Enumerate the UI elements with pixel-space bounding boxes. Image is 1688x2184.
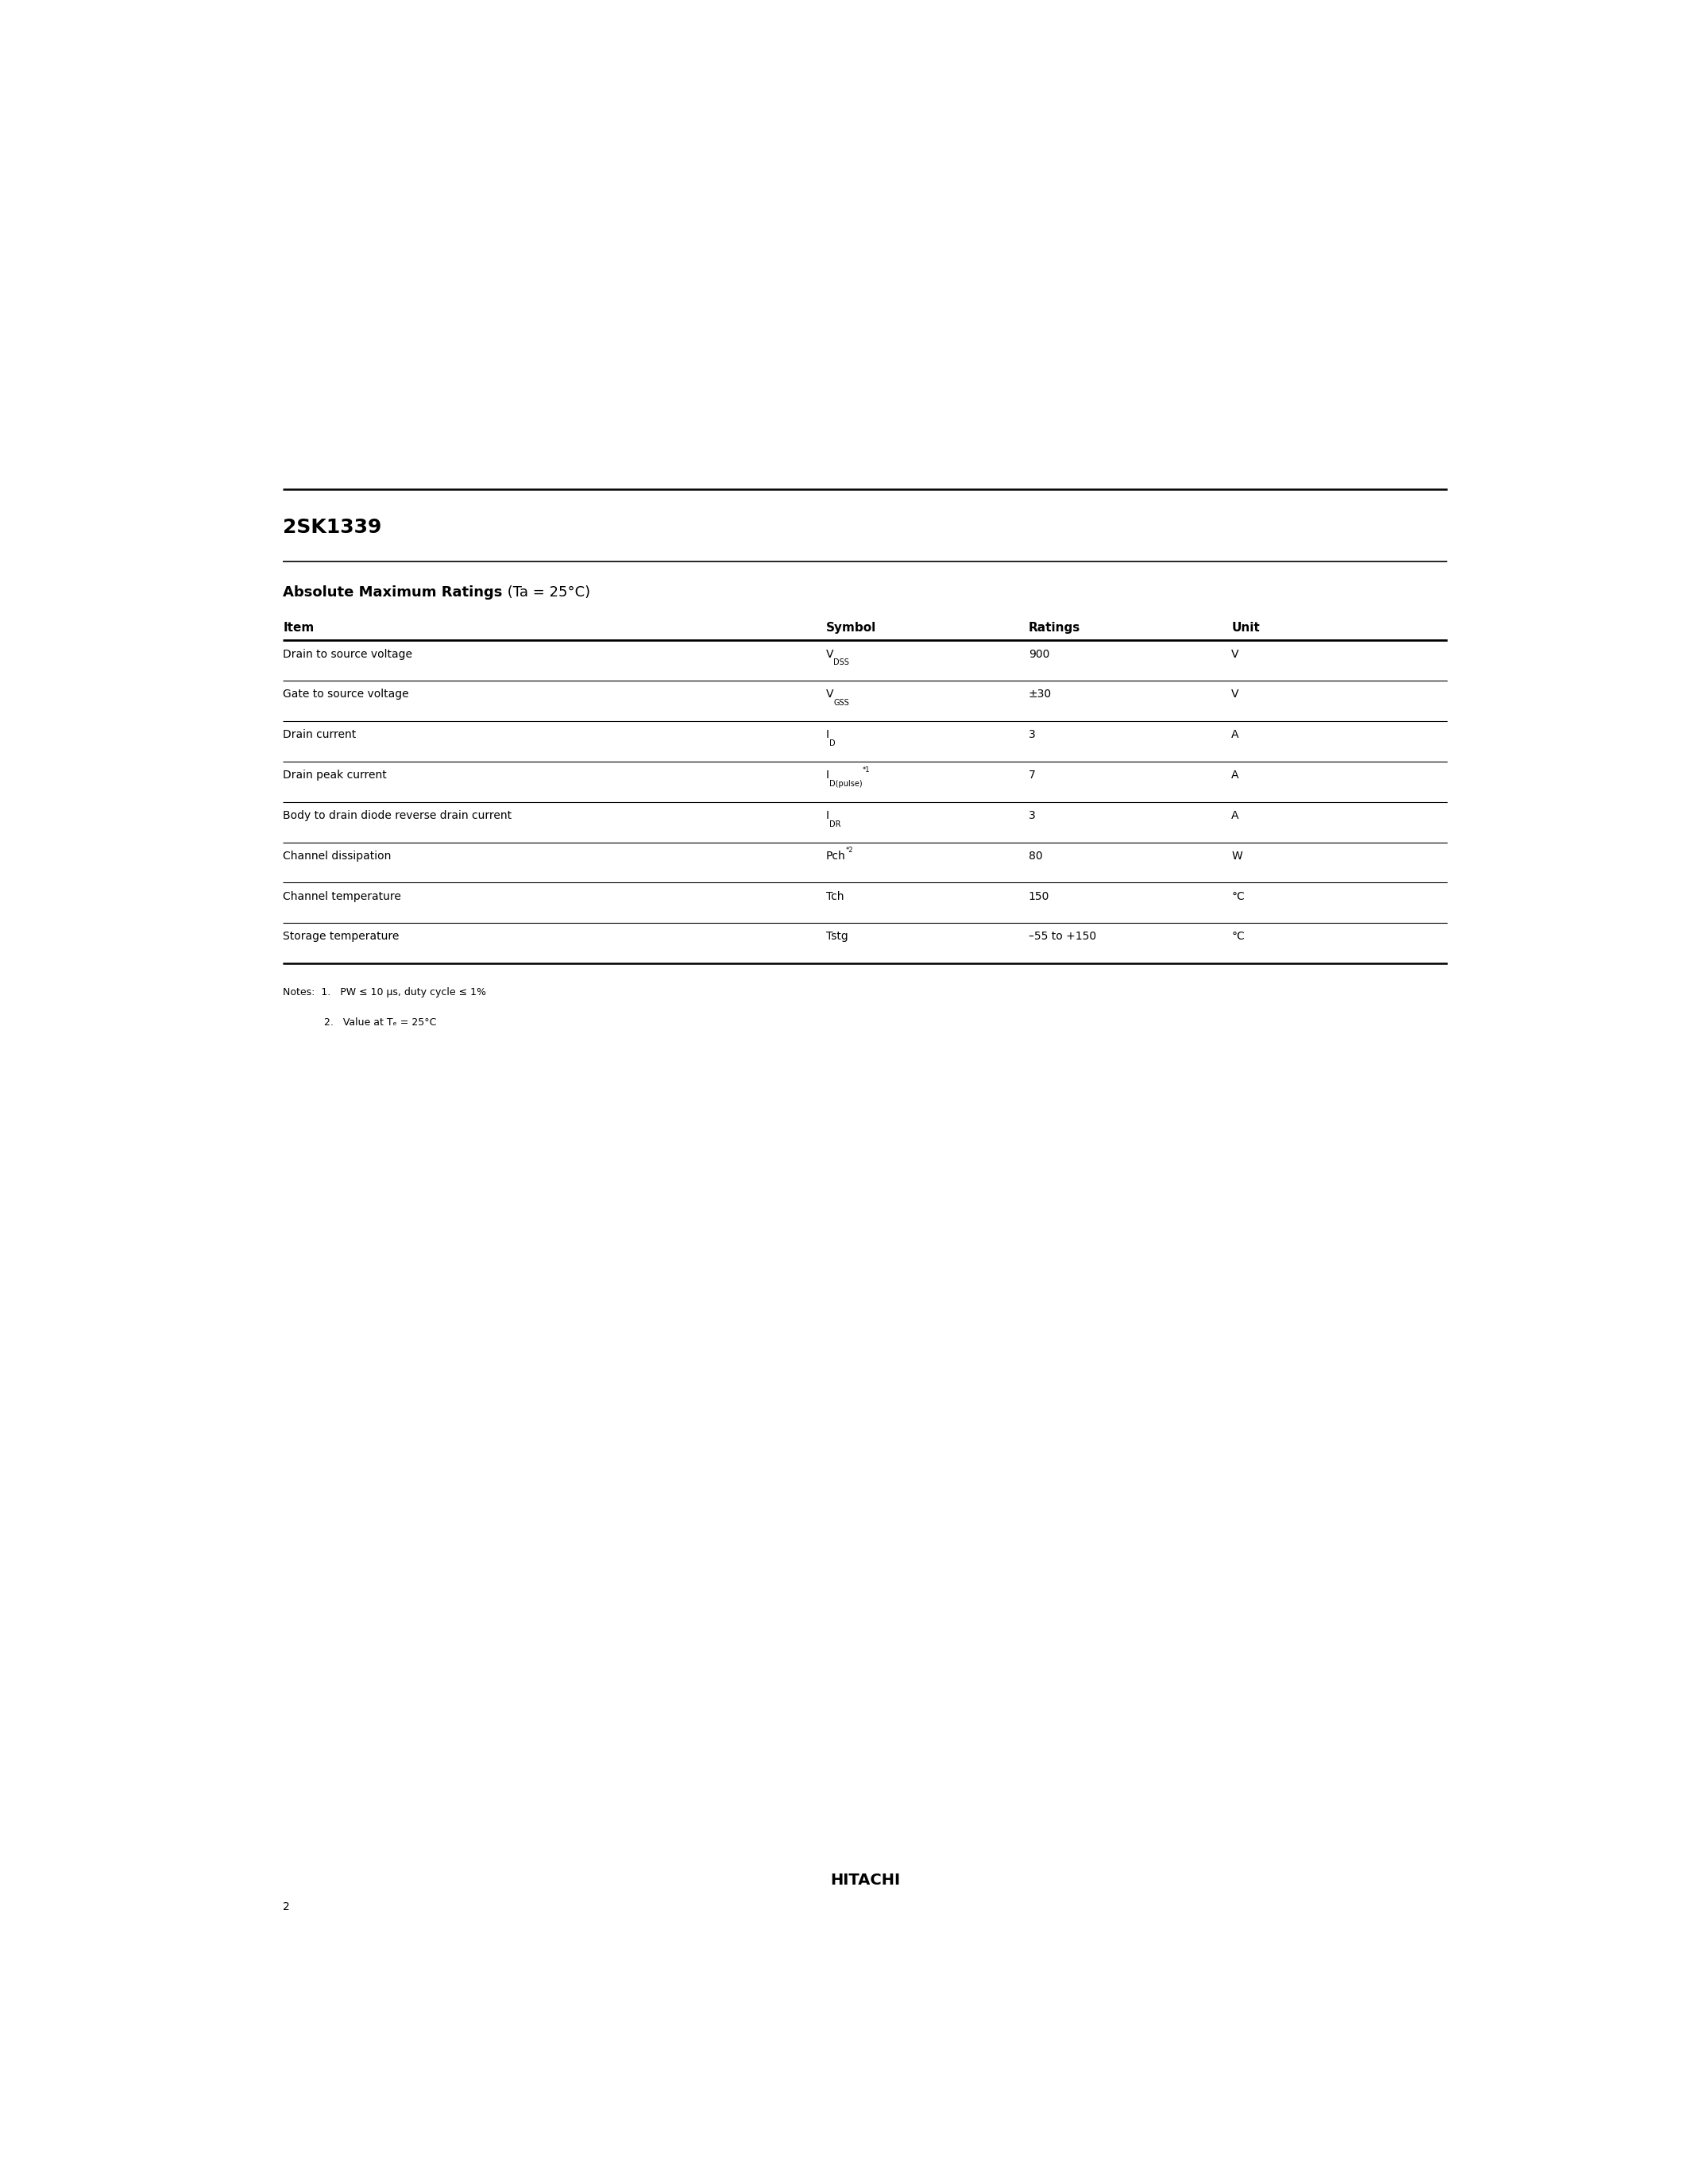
Text: °C: °C	[1232, 930, 1244, 941]
Text: V: V	[1232, 649, 1239, 660]
Text: Ratings: Ratings	[1028, 622, 1080, 633]
Text: 2: 2	[284, 1902, 290, 1913]
Text: Channel dissipation: Channel dissipation	[284, 850, 392, 860]
Text: Drain peak current: Drain peak current	[284, 769, 387, 780]
Text: Tstg: Tstg	[825, 930, 847, 941]
Text: I: I	[825, 810, 829, 821]
Text: –55 to +150: –55 to +150	[1028, 930, 1096, 941]
Text: Symbol: Symbol	[825, 622, 876, 633]
Text: 2.   Value at Tₑ = 25°C: 2. Value at Tₑ = 25°C	[284, 1018, 437, 1026]
Text: Storage temperature: Storage temperature	[284, 930, 400, 941]
Text: D: D	[829, 740, 836, 747]
Text: Drain current: Drain current	[284, 729, 356, 740]
Text: *1: *1	[863, 767, 869, 773]
Text: DSS: DSS	[834, 660, 849, 666]
Text: Notes:  1.   PW ≤ 10 μs, duty cycle ≤ 1%: Notes: 1. PW ≤ 10 μs, duty cycle ≤ 1%	[284, 987, 486, 998]
Text: Body to drain diode reverse drain current: Body to drain diode reverse drain curren…	[284, 810, 511, 821]
Text: GSS: GSS	[834, 699, 849, 708]
Text: Unit: Unit	[1232, 622, 1259, 633]
Text: 900: 900	[1028, 649, 1050, 660]
Text: °C: °C	[1232, 891, 1244, 902]
Text: D(pulse): D(pulse)	[829, 780, 863, 788]
Text: V: V	[1232, 688, 1239, 701]
Text: I: I	[825, 729, 829, 740]
Text: Gate to source voltage: Gate to source voltage	[284, 688, 408, 701]
Text: Drain to source voltage: Drain to source voltage	[284, 649, 412, 660]
Text: 80: 80	[1028, 850, 1043, 860]
Text: *2: *2	[846, 847, 852, 854]
Text: 2SK1339: 2SK1339	[284, 518, 381, 537]
Text: 7: 7	[1028, 769, 1035, 780]
Text: I: I	[825, 769, 829, 780]
Text: Channel temperature: Channel temperature	[284, 891, 402, 902]
Text: W: W	[1232, 850, 1242, 860]
Text: 150: 150	[1028, 891, 1050, 902]
Text: 3: 3	[1028, 810, 1035, 821]
Text: V: V	[825, 649, 834, 660]
Text: Absolute Maximum Ratings: Absolute Maximum Ratings	[284, 585, 503, 598]
Text: (Ta = 25°C): (Ta = 25°C)	[503, 585, 591, 598]
Text: A: A	[1232, 810, 1239, 821]
Text: Tch: Tch	[825, 891, 844, 902]
Text: ±30: ±30	[1028, 688, 1052, 701]
Text: DR: DR	[829, 819, 841, 828]
Text: V: V	[825, 688, 834, 701]
Text: Pch: Pch	[825, 850, 846, 860]
Text: HITACHI: HITACHI	[830, 1872, 900, 1887]
Text: 3: 3	[1028, 729, 1035, 740]
Text: Item: Item	[284, 622, 314, 633]
Text: A: A	[1232, 729, 1239, 740]
Text: A: A	[1232, 769, 1239, 780]
